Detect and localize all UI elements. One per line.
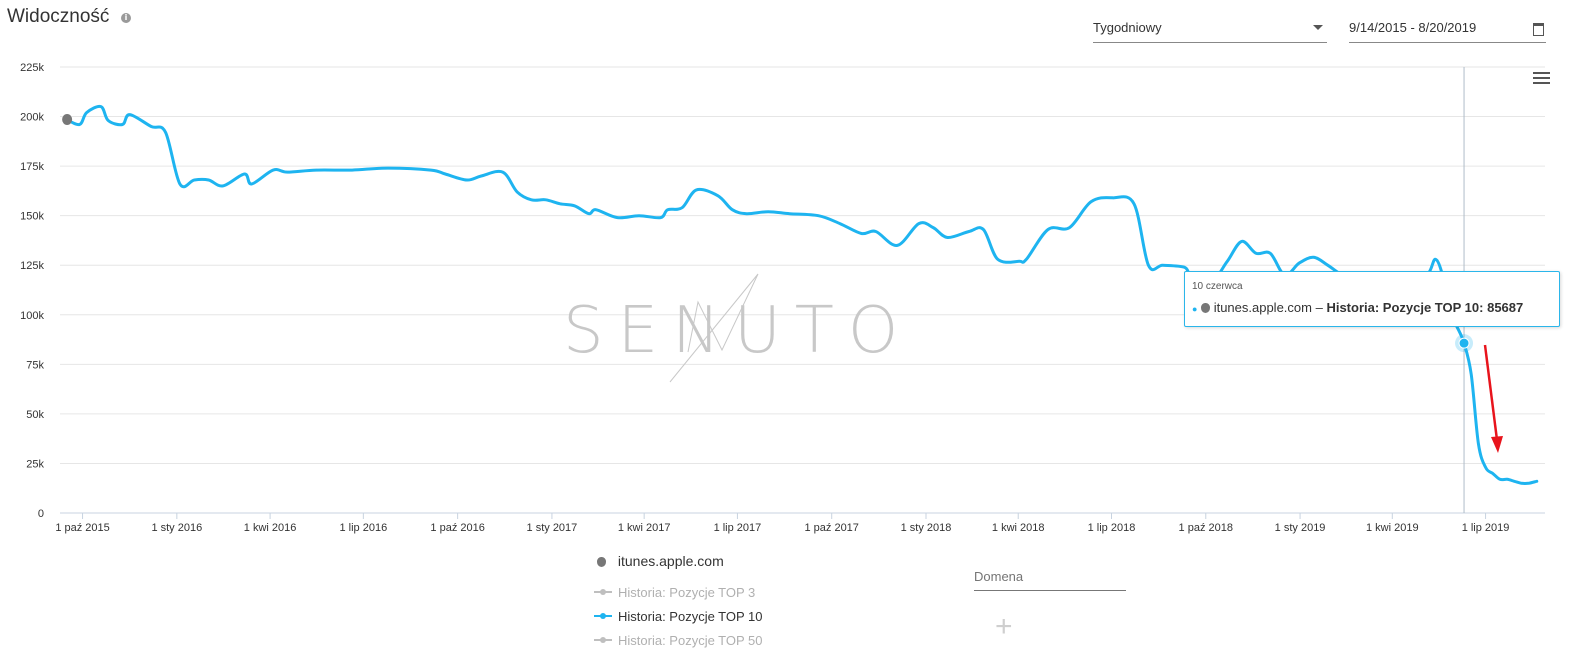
date-range-picker[interactable]: 9/14/2015 - 8/20/2019 (1349, 18, 1546, 43)
legend-marker (594, 637, 612, 643)
apple-icon (597, 557, 606, 567)
x-tick-label: 1 paź 2015 (55, 522, 109, 534)
x-tick-label: 1 kwi 2016 (244, 522, 297, 534)
apple-icon (62, 114, 73, 126)
x-tick-label: 1 paź 2017 (804, 522, 858, 534)
x-tick-label: 1 kwi 2018 (992, 522, 1045, 534)
y-tick-label: 0 (38, 508, 44, 520)
page-title: Widoczność (7, 6, 110, 27)
period-select[interactable]: Tygodniowy (1093, 18, 1327, 43)
x-tick-label: 1 sty 2018 (901, 522, 952, 534)
y-tick-label: 150k (20, 211, 44, 223)
watermark-text: SENUTO (563, 294, 913, 368)
date-range-value: 9/14/2015 - 8/20/2019 (1349, 20, 1477, 35)
y-tick-label: 125k (20, 260, 44, 272)
highlight-point[interactable] (1458, 337, 1470, 349)
info-icon[interactable]: i (121, 13, 131, 23)
legend-marker (594, 613, 612, 619)
legend-domain: itunes.apple.com (597, 553, 724, 569)
add-domain-button[interactable]: + (995, 610, 1013, 643)
legend-item-label: Historia: Pozycje TOP 10 (618, 609, 763, 624)
y-tick-label: 50k (26, 409, 44, 421)
x-tick-label: 1 lip 2019 (1462, 522, 1510, 534)
tooltip-date: 10 czerwca (1192, 281, 1243, 292)
x-tick-label: 1 lip 2018 (1088, 522, 1136, 534)
tooltip-value: 85687 (1487, 300, 1524, 315)
x-tick-label: 1 paź 2016 (430, 522, 484, 534)
x-tick-label: 1 kwi 2019 (1366, 522, 1419, 534)
legend-domain-label: itunes.apple.com (617, 553, 724, 569)
legend-item[interactable]: Historia: Pozycje TOP 50 (594, 633, 763, 648)
x-tick-label: 1 lip 2016 (339, 522, 387, 534)
y-tick-label: 225k (20, 62, 44, 74)
calendar-icon[interactable] (1533, 23, 1544, 36)
x-tick-label: 1 kwi 2017 (618, 522, 671, 534)
apple-icon-shape (62, 114, 73, 126)
chart-tooltip: 10 czerwca ● itunes.apple.com – Historia… (1184, 271, 1560, 327)
x-tick-label: 1 lip 2017 (714, 522, 762, 534)
legend-marker (594, 589, 612, 595)
annotation-arrow (1483, 344, 1503, 453)
chevron-down-icon (1313, 25, 1323, 30)
watermark-logo (669, 273, 759, 383)
tooltip-series: Historia: Pozycje TOP 10 (1326, 300, 1480, 315)
y-tick-label: 100k (20, 310, 44, 322)
x-tick-label: 1 sty 2017 (527, 522, 578, 534)
x-tick-label: 1 paź 2018 (1179, 522, 1233, 534)
y-tick-label: 25k (26, 458, 44, 470)
x-tick-label: 1 sty 2016 (151, 522, 202, 534)
y-tick-label: 175k (20, 161, 44, 173)
period-select-value: Tygodniowy (1093, 20, 1162, 35)
legend-item[interactable]: Historia: Pozycje TOP 10 (594, 609, 763, 624)
domain-input[interactable] (974, 569, 1124, 584)
tooltip-domain: itunes.apple.com (1213, 300, 1312, 315)
legend-item-label: Historia: Pozycje TOP 50 (618, 633, 763, 648)
legend-item[interactable]: Historia: Pozycje TOP 3 (594, 585, 755, 600)
x-axis: 1 paź 2015 1 sty 2016 1 kwi 2016 1 lip 2016… (55, 513, 1509, 534)
y-tick-label: 200k (20, 112, 44, 124)
y-tick-label: 75k (26, 359, 44, 371)
hamburger-menu-icon[interactable] (1533, 72, 1550, 86)
grid-lines (60, 66, 1545, 514)
domain-input-field[interactable] (974, 568, 1126, 591)
legend-item-label: Historia: Pozycje TOP 3 (618, 585, 756, 600)
y-axis: 0 25k 50k 75k 100k 125k 150k 175k 200k 225k (20, 62, 44, 520)
x-tick-label: 1 sty 2019 (1275, 522, 1326, 534)
apple-icon (1201, 303, 1211, 313)
tooltip-row: ● itunes.apple.com – Historia: Pozycje T… (1192, 300, 1524, 315)
